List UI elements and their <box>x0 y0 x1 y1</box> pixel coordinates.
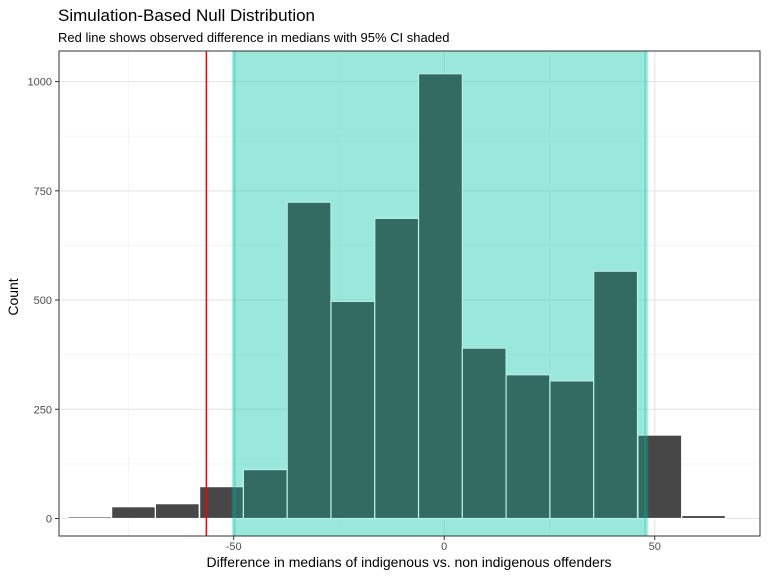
histogram-bar <box>374 217 420 520</box>
x-tick-label: 0 <box>441 541 447 553</box>
x-tick-label: -50 <box>226 541 242 553</box>
histogram-bar <box>461 347 507 520</box>
histogram-bar <box>111 506 157 520</box>
histogram-bar <box>637 434 683 520</box>
histogram-bar <box>505 374 551 520</box>
y-tick-label: 500 <box>34 295 52 307</box>
ci-overlay <box>233 51 647 536</box>
y-tick-label: 1000 <box>28 77 52 89</box>
chart-title: Simulation-Based Null Distribution <box>58 6 315 25</box>
histogram-bar <box>549 380 595 520</box>
histogram-bar <box>154 503 200 520</box>
histogram-bar <box>417 73 463 520</box>
histogram-bars <box>67 73 727 520</box>
y-tick-label: 250 <box>34 404 52 416</box>
histogram-bar <box>67 516 113 520</box>
chart-subtitle: Red line shows observed difference in me… <box>58 30 449 45</box>
histogram-bar <box>593 270 639 520</box>
histogram-bar <box>242 468 288 520</box>
panel-border <box>58 50 761 537</box>
x-axis-title: Difference in medians of indigenous vs. … <box>207 554 612 570</box>
x-tick-label: 50 <box>649 541 661 553</box>
confidence-interval-edges <box>231 51 649 536</box>
y-axis-title: Count <box>5 278 21 315</box>
y-tick-label: 750 <box>34 186 52 198</box>
y-tick-label: 0 <box>46 514 52 526</box>
histogram-bar <box>681 514 727 520</box>
